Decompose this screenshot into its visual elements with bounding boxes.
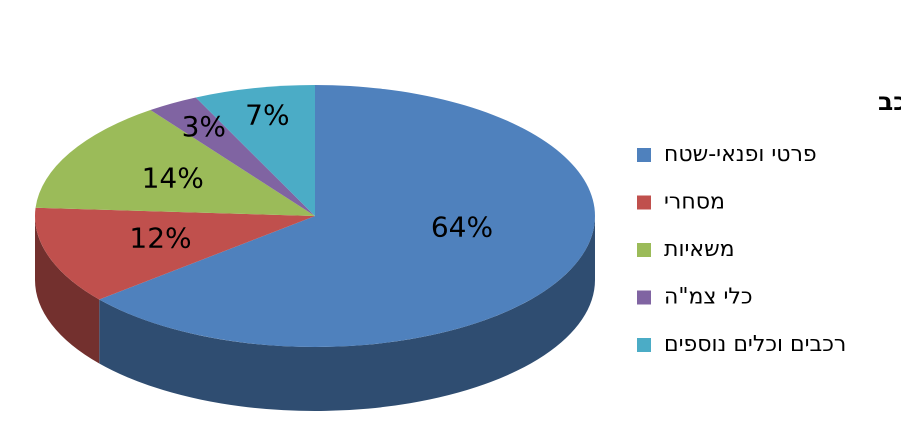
slice-side <box>35 216 100 364</box>
data-label: 3% <box>182 110 226 143</box>
legend-label: כלי צמ"ה <box>664 285 753 310</box>
data-label: 64% <box>431 210 493 243</box>
legend-swatch <box>637 148 651 162</box>
slice <box>150 97 315 216</box>
legend-swatch <box>637 195 651 210</box>
legend-label: פרטי ופנאי-שטח <box>664 142 817 167</box>
slice-side <box>99 216 596 411</box>
slice <box>35 110 315 216</box>
data-label: 14% <box>142 161 204 194</box>
legend-label: רכבים וכלים נוספים <box>664 332 846 357</box>
legend-label: מסחרי <box>664 190 725 215</box>
legend-swatch <box>637 243 651 257</box>
slice <box>35 207 316 300</box>
data-label: 7% <box>245 98 289 131</box>
slice <box>195 85 315 216</box>
data-label: 12% <box>129 221 191 254</box>
legend-label: משאיות <box>664 237 735 262</box>
legend-swatch <box>637 338 651 352</box>
slice <box>99 85 595 348</box>
chart-title: גניבות לפי סוג רכב <box>878 87 901 116</box>
legend-swatch <box>637 290 651 305</box>
